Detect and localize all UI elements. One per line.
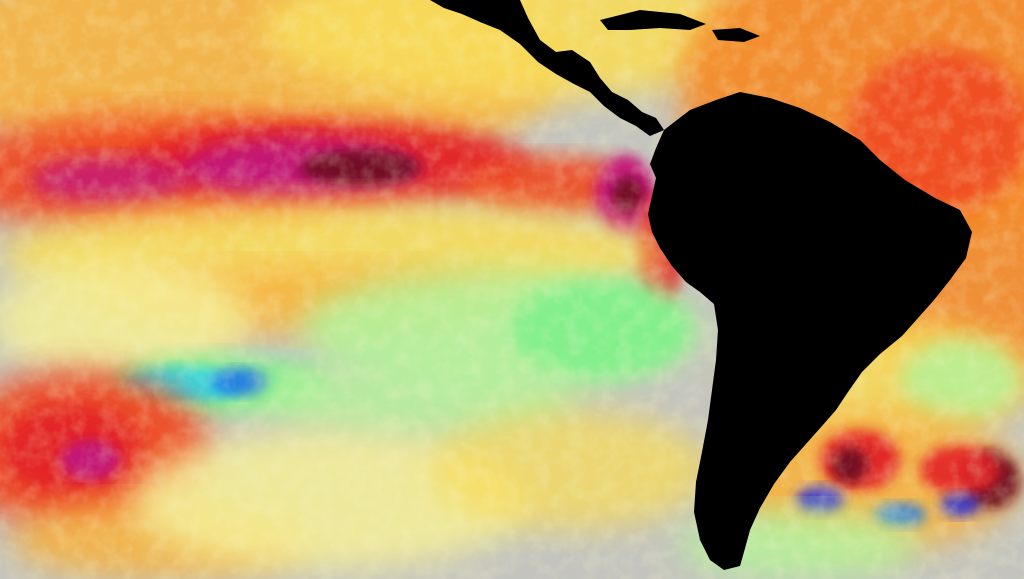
central-america-landmass — [430, 0, 664, 136]
land-masses — [430, 0, 972, 570]
south-america-landmass — [648, 92, 972, 570]
caribbean-island — [600, 10, 706, 30]
caribbean-island — [712, 28, 760, 42]
